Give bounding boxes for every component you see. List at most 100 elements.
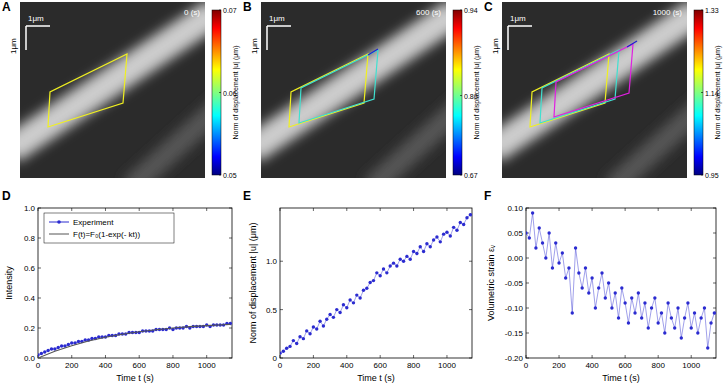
data-point: [680, 336, 683, 339]
data-point: [620, 286, 623, 289]
x-tick-label: 200: [307, 361, 321, 370]
legend-swatch: [49, 234, 69, 235]
y-tick: [38, 268, 41, 269]
x-tick: [413, 355, 414, 358]
series-line: [38, 324, 230, 356]
data-point: [335, 308, 338, 311]
y-tick: [713, 358, 716, 359]
x-tick-label: 200: [552, 361, 566, 370]
data-point: [445, 230, 448, 233]
data-point: [462, 223, 465, 226]
chart: 02004006008001000-0.20-0.15-0.10-0.050.0…: [484, 189, 716, 383]
data-point: [600, 271, 603, 274]
data-point: [422, 250, 425, 253]
data-point: [322, 324, 325, 327]
x-tick: [280, 355, 281, 358]
y-tick-label: -0.10: [505, 304, 524, 313]
data-point: [388, 264, 391, 267]
y-tick: [526, 283, 529, 284]
x-tick: [313, 355, 314, 358]
data-point: [564, 276, 567, 279]
x-tick: [446, 355, 447, 358]
data-point: [526, 231, 528, 234]
scale-bar-x: [26, 25, 50, 27]
x-tick: [206, 355, 207, 358]
data-point: [358, 296, 361, 299]
x-tick-label: 0: [36, 361, 41, 370]
data-point: [617, 316, 620, 319]
scale-label: 1μm: [491, 38, 500, 54]
scale-label: 1μm: [9, 38, 18, 54]
x-tick: [658, 355, 659, 358]
data-point: [650, 306, 653, 309]
scale-label: 1μm: [510, 14, 526, 23]
scale-bar-y: [507, 26, 509, 50]
colorbar: [212, 10, 221, 175]
data-point: [295, 342, 298, 345]
y-tick: [229, 268, 232, 269]
colorbar-title: Norm of displacement |u| (μm): [473, 45, 481, 139]
x-axis-label: Time t (s): [116, 373, 154, 383]
data-point: [561, 251, 564, 254]
data-point: [449, 234, 452, 237]
data-point: [452, 226, 455, 229]
plot-frame: [526, 208, 716, 358]
fibre-core: [261, 12, 446, 150]
y-tick: [713, 258, 716, 259]
data-point: [683, 316, 686, 319]
data-point: [348, 298, 351, 301]
y-tick: [526, 333, 529, 334]
region-outline: [554, 44, 633, 117]
x-tick: [139, 208, 140, 211]
y-tick: [229, 208, 232, 209]
data-point: [302, 337, 305, 340]
x-tick-label: 600: [373, 361, 387, 370]
data-point: [587, 291, 590, 294]
y-tick: [229, 298, 232, 299]
data-point: [580, 286, 583, 289]
x-tick-label: 400: [99, 361, 113, 370]
scale-label: 1μm: [250, 38, 259, 54]
x-tick-label: 800: [651, 361, 665, 370]
y-tick: [713, 283, 716, 284]
y-tick: [38, 208, 41, 209]
data-point: [312, 325, 315, 328]
colorbar-title: Norm of displacement |u| (μm): [232, 45, 240, 139]
y-tick-label: 0.10: [507, 204, 523, 213]
data-point: [325, 318, 328, 321]
colorbar-tick: [219, 10, 221, 11]
x-tick: [172, 208, 173, 211]
data-point: [429, 245, 432, 248]
data-point: [528, 236, 531, 239]
x-tick: [206, 208, 207, 211]
x-tick-label: 800: [166, 361, 180, 370]
image-panel: 1μm1μm1000 (s)0.951.141.33Norm of displa…: [484, 0, 722, 188]
data-point: [577, 271, 580, 274]
y-tick: [526, 358, 529, 359]
data-point: [409, 258, 412, 261]
data-point: [699, 316, 702, 319]
figure: 1μm1μm0 (s)0.050.060.07Norm of displacem…: [0, 0, 724, 389]
data-point: [538, 226, 541, 229]
data-point: [60, 344, 63, 347]
data-point: [342, 303, 345, 306]
y-tick-label: 1.0: [24, 204, 36, 213]
faint-band: [612, 102, 687, 178]
time-label: 1000 (s): [653, 8, 683, 17]
series-line: [280, 215, 470, 353]
fibre-band: [20, 12, 205, 150]
data-point: [534, 246, 537, 249]
time-label: 600 (s): [416, 8, 441, 17]
x-tick-label: 800: [407, 361, 421, 370]
y-tick: [38, 328, 41, 329]
chart: 020040060080010000.00.20.40.60.81.0Exper…: [2, 189, 232, 383]
x-tick: [625, 208, 626, 211]
data-point: [415, 252, 418, 255]
data-point: [280, 351, 282, 354]
colorbar-title: Norm of displacement |u| (μm): [714, 45, 722, 139]
data-point: [703, 306, 706, 309]
y-tick: [469, 358, 472, 359]
x-tick: [592, 208, 593, 211]
y-tick-label: -0.05: [505, 279, 524, 288]
data-point: [640, 316, 643, 319]
